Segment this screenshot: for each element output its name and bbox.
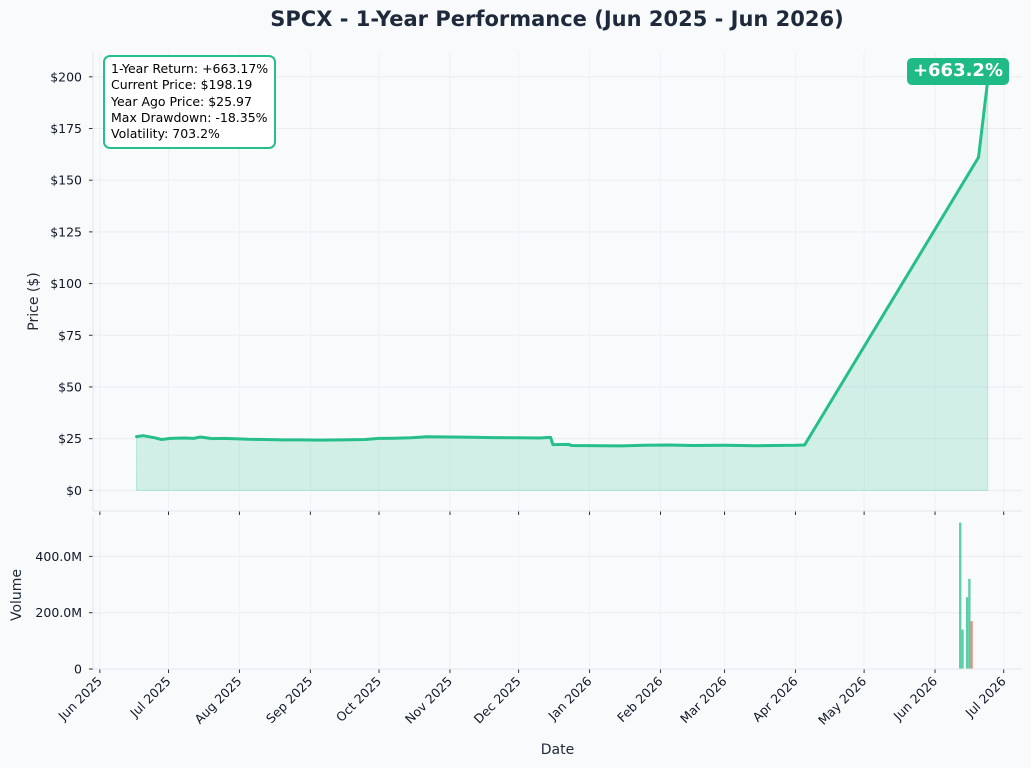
price-area-layer: [135, 79, 990, 491]
volume-plot-area: [93, 517, 1022, 669]
date-x-tick-label: Apr 2026: [749, 673, 800, 724]
volume-y-tick-label: 400.0M: [35, 549, 82, 564]
price-y-tick-label: $75: [58, 328, 82, 343]
volume-y-axis: 0 200.0M 400.0M: [35, 549, 93, 677]
volume-y-tick-label: 200.0M: [35, 605, 82, 620]
date-axis-label: Date: [541, 742, 574, 758]
price-y-tick-label: $150: [50, 173, 82, 188]
volume-bar: [970, 621, 973, 669]
price-y-tick-label: $200: [50, 69, 82, 84]
date-x-tick-label: Sep 2025: [263, 674, 316, 727]
date-x-axis: Jun 2025 Jul 2025 Aug 2025 Sep 2025 Oct 2025…: [55, 669, 1009, 728]
price-y-tick-label: $100: [50, 276, 82, 291]
date-x-tick-label: Nov 2025: [402, 674, 455, 727]
volume-bar: [961, 629, 964, 669]
volume-bars: [959, 522, 973, 669]
date-x-tick-label: Jul 2025: [126, 674, 173, 721]
current-price-stat: Current Price: $198.19: [111, 77, 253, 93]
date-x-tick-label: Jul 2026: [962, 673, 1009, 720]
volume-bar: [968, 578, 971, 669]
volume-bar: [959, 522, 962, 669]
volume-axis-label: Volume: [9, 569, 25, 621]
date-x-tick-label: Aug 2025: [191, 674, 244, 727]
volume-bar: [965, 597, 969, 669]
price-y-tick-label: $25: [58, 431, 82, 446]
date-x-tick-label: Mar 2026: [677, 673, 730, 726]
year-ago-price-stat: Year Ago Price: $25.97: [111, 93, 252, 109]
date-x-tick-label: Jun 2026: [890, 673, 940, 723]
chart-title: SPCX - 1-Year Performance (Jun 2025 - Ju…: [270, 7, 843, 31]
price-y-axis: $0 $25 $50 $75 $100 $125 $150 $175 $200: [50, 69, 93, 498]
price-y-tick-label: $0: [66, 483, 82, 498]
one-year-return-stat: 1-Year Return: +663.17%: [111, 61, 269, 76]
date-x-tick-label: May 2026: [815, 673, 869, 727]
price-axis-label: Price ($): [26, 272, 42, 330]
price-gridlines: [93, 52, 1022, 511]
return-badge: +663.2%: [906, 58, 1009, 85]
volume-y-tick-label: 0: [74, 662, 82, 677]
price-y-tick-label: $175: [50, 121, 82, 136]
performance-stats-box: 1-Year Return: +663.17% Current Price: $…: [103, 55, 277, 150]
max-drawdown-stat: Max Drawdown: -18.35%: [111, 109, 268, 125]
price-x-tick-marks: [99, 511, 1005, 515]
date-x-tick-label: Feb 2026: [614, 673, 666, 725]
date-x-tick-label: Jan 2026: [544, 673, 594, 723]
date-x-tick-label: Oct 2025: [333, 674, 384, 725]
price-y-tick-label: $50: [58, 379, 82, 394]
price-line: [135, 79, 990, 448]
date-x-tick-label: Dec 2025: [471, 674, 524, 727]
price-y-tick-label: $125: [50, 224, 82, 239]
date-x-tick-label: Jun 2025: [55, 674, 105, 724]
volatility-stat: Volatility: 703.2%: [111, 126, 220, 142]
